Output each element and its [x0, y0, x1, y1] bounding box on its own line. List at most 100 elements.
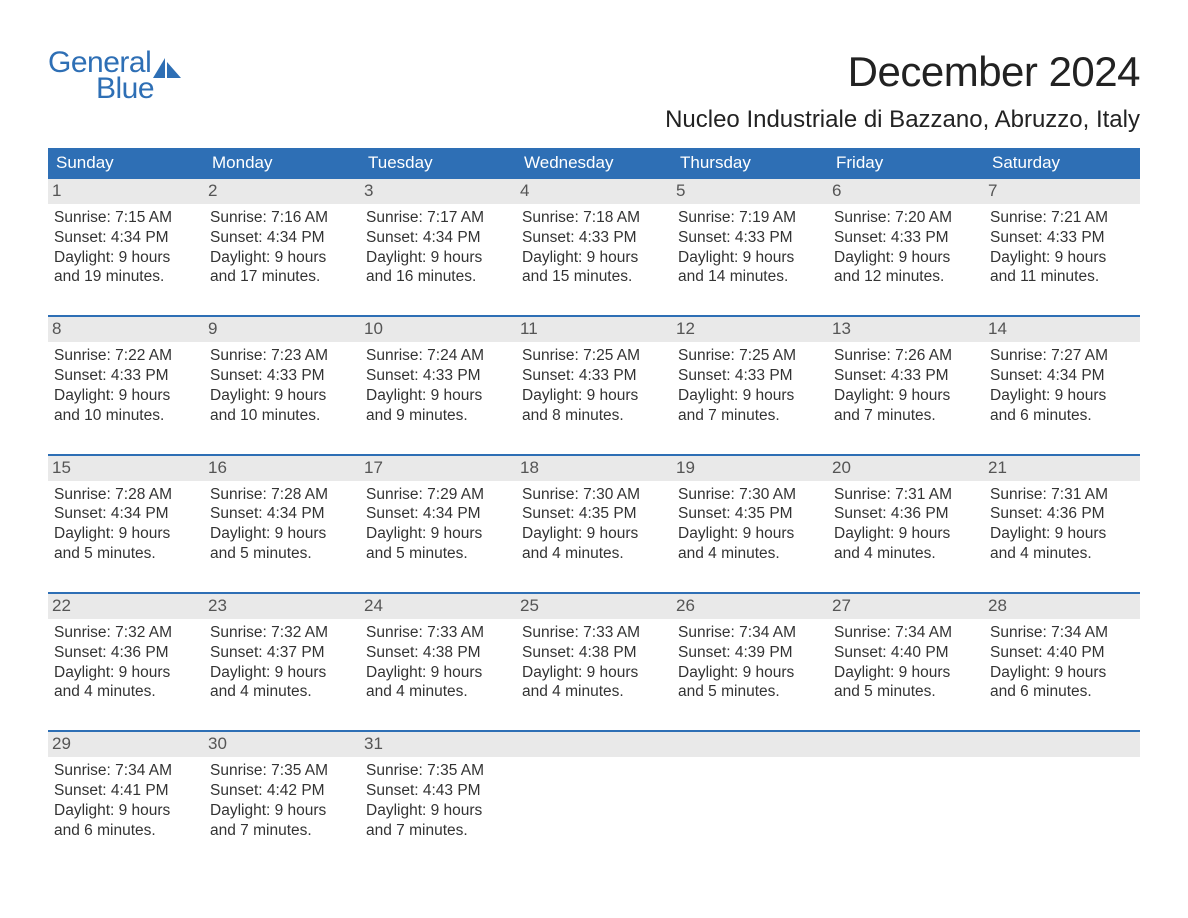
daylight-text: and 4 minutes.	[990, 544, 1134, 564]
day-number: 4	[516, 179, 672, 204]
sunrise-text: Sunrise: 7:30 AM	[522, 485, 666, 505]
weekday-header: Saturday	[984, 148, 1140, 179]
daylight-text: Daylight: 9 hours	[522, 248, 666, 268]
sunset-text: Sunset: 4:33 PM	[366, 366, 510, 386]
sunset-text: Sunset: 4:40 PM	[990, 643, 1134, 663]
sunset-text: Sunset: 4:33 PM	[834, 366, 978, 386]
day-number: 30	[204, 732, 360, 757]
daylight-text: Daylight: 9 hours	[54, 386, 198, 406]
day-number	[828, 732, 984, 757]
daylight-text: Daylight: 9 hours	[834, 524, 978, 544]
day-number: 29	[48, 732, 204, 757]
calendar-day: 22Sunrise: 7:32 AMSunset: 4:36 PMDayligh…	[48, 594, 204, 708]
sunset-text: Sunset: 4:41 PM	[54, 781, 198, 801]
sunrise-text: Sunrise: 7:32 AM	[210, 623, 354, 643]
calendar-day: 29Sunrise: 7:34 AMSunset: 4:41 PMDayligh…	[48, 732, 204, 846]
daylight-text: and 7 minutes.	[366, 821, 510, 841]
weeks-container: 1Sunrise: 7:15 AMSunset: 4:34 PMDaylight…	[48, 179, 1140, 847]
sunset-text: Sunset: 4:36 PM	[834, 504, 978, 524]
sunrise-text: Sunrise: 7:31 AM	[834, 485, 978, 505]
sunrise-text: Sunrise: 7:34 AM	[54, 761, 198, 781]
sunset-text: Sunset: 4:39 PM	[678, 643, 822, 663]
daylight-text: and 5 minutes.	[210, 544, 354, 564]
sunset-text: Sunset: 4:42 PM	[210, 781, 354, 801]
sunset-text: Sunset: 4:33 PM	[54, 366, 198, 386]
sunset-text: Sunset: 4:33 PM	[678, 366, 822, 386]
sunset-text: Sunset: 4:33 PM	[522, 366, 666, 386]
calendar-week: 29Sunrise: 7:34 AMSunset: 4:41 PMDayligh…	[48, 730, 1140, 846]
calendar-day: 31Sunrise: 7:35 AMSunset: 4:43 PMDayligh…	[360, 732, 516, 846]
daylight-text: and 7 minutes.	[834, 406, 978, 426]
day-number: 15	[48, 456, 204, 481]
weekday-header: Friday	[828, 148, 984, 179]
daylight-text: and 10 minutes.	[210, 406, 354, 426]
day-number: 6	[828, 179, 984, 204]
daylight-text: and 7 minutes.	[210, 821, 354, 841]
daylight-text: and 4 minutes.	[366, 682, 510, 702]
calendar-day: 5Sunrise: 7:19 AMSunset: 4:33 PMDaylight…	[672, 179, 828, 293]
calendar-day: 27Sunrise: 7:34 AMSunset: 4:40 PMDayligh…	[828, 594, 984, 708]
sunrise-text: Sunrise: 7:34 AM	[990, 623, 1134, 643]
sunrise-text: Sunrise: 7:30 AM	[678, 485, 822, 505]
sunset-text: Sunset: 4:34 PM	[54, 228, 198, 248]
day-number	[672, 732, 828, 757]
daylight-text: Daylight: 9 hours	[990, 524, 1134, 544]
sunset-text: Sunset: 4:34 PM	[210, 228, 354, 248]
sunrise-text: Sunrise: 7:28 AM	[54, 485, 198, 505]
day-number: 27	[828, 594, 984, 619]
daylight-text: and 17 minutes.	[210, 267, 354, 287]
calendar-day: 1Sunrise: 7:15 AMSunset: 4:34 PMDaylight…	[48, 179, 204, 293]
sunrise-text: Sunrise: 7:27 AM	[990, 346, 1134, 366]
sunrise-text: Sunrise: 7:26 AM	[834, 346, 978, 366]
weekday-header: Tuesday	[360, 148, 516, 179]
day-number: 19	[672, 456, 828, 481]
sunrise-text: Sunrise: 7:21 AM	[990, 208, 1134, 228]
title-block: December 2024 Nucleo Industriale di Bazz…	[665, 48, 1140, 134]
sunrise-text: Sunrise: 7:25 AM	[678, 346, 822, 366]
calendar-day: 18Sunrise: 7:30 AMSunset: 4:35 PMDayligh…	[516, 456, 672, 570]
daylight-text: Daylight: 9 hours	[678, 248, 822, 268]
sunset-text: Sunset: 4:33 PM	[990, 228, 1134, 248]
daylight-text: and 6 minutes.	[990, 406, 1134, 426]
daylight-text: Daylight: 9 hours	[990, 248, 1134, 268]
day-number: 13	[828, 317, 984, 342]
calendar-day: 3Sunrise: 7:17 AMSunset: 4:34 PMDaylight…	[360, 179, 516, 293]
day-number	[984, 732, 1140, 757]
sunset-text: Sunset: 4:33 PM	[522, 228, 666, 248]
calendar-day: 4Sunrise: 7:18 AMSunset: 4:33 PMDaylight…	[516, 179, 672, 293]
daylight-text: and 11 minutes.	[990, 267, 1134, 287]
calendar-day	[672, 732, 828, 846]
calendar-day	[828, 732, 984, 846]
sunset-text: Sunset: 4:33 PM	[210, 366, 354, 386]
daylight-text: and 9 minutes.	[366, 406, 510, 426]
sunset-text: Sunset: 4:36 PM	[54, 643, 198, 663]
daylight-text: Daylight: 9 hours	[522, 663, 666, 683]
sunrise-text: Sunrise: 7:25 AM	[522, 346, 666, 366]
sunrise-text: Sunrise: 7:24 AM	[366, 346, 510, 366]
day-number: 8	[48, 317, 204, 342]
day-number: 14	[984, 317, 1140, 342]
daylight-text: and 16 minutes.	[366, 267, 510, 287]
calendar-day: 12Sunrise: 7:25 AMSunset: 4:33 PMDayligh…	[672, 317, 828, 431]
calendar-week: 22Sunrise: 7:32 AMSunset: 4:36 PMDayligh…	[48, 592, 1140, 708]
day-number: 26	[672, 594, 828, 619]
daylight-text: Daylight: 9 hours	[678, 663, 822, 683]
daylight-text: Daylight: 9 hours	[210, 248, 354, 268]
daylight-text: Daylight: 9 hours	[366, 524, 510, 544]
calendar-day: 15Sunrise: 7:28 AMSunset: 4:34 PMDayligh…	[48, 456, 204, 570]
daylight-text: and 14 minutes.	[678, 267, 822, 287]
daylight-text: and 4 minutes.	[54, 682, 198, 702]
logo-text-blue: Blue	[96, 74, 183, 104]
daylight-text: and 4 minutes.	[834, 544, 978, 564]
daylight-text: Daylight: 9 hours	[522, 386, 666, 406]
calendar-day: 8Sunrise: 7:22 AMSunset: 4:33 PMDaylight…	[48, 317, 204, 431]
daylight-text: Daylight: 9 hours	[210, 386, 354, 406]
day-number: 3	[360, 179, 516, 204]
daylight-text: and 12 minutes.	[834, 267, 978, 287]
sunset-text: Sunset: 4:34 PM	[366, 504, 510, 524]
daylight-text: and 4 minutes.	[522, 544, 666, 564]
calendar-day	[984, 732, 1140, 846]
day-number: 1	[48, 179, 204, 204]
sunrise-text: Sunrise: 7:28 AM	[210, 485, 354, 505]
sunrise-text: Sunrise: 7:29 AM	[366, 485, 510, 505]
